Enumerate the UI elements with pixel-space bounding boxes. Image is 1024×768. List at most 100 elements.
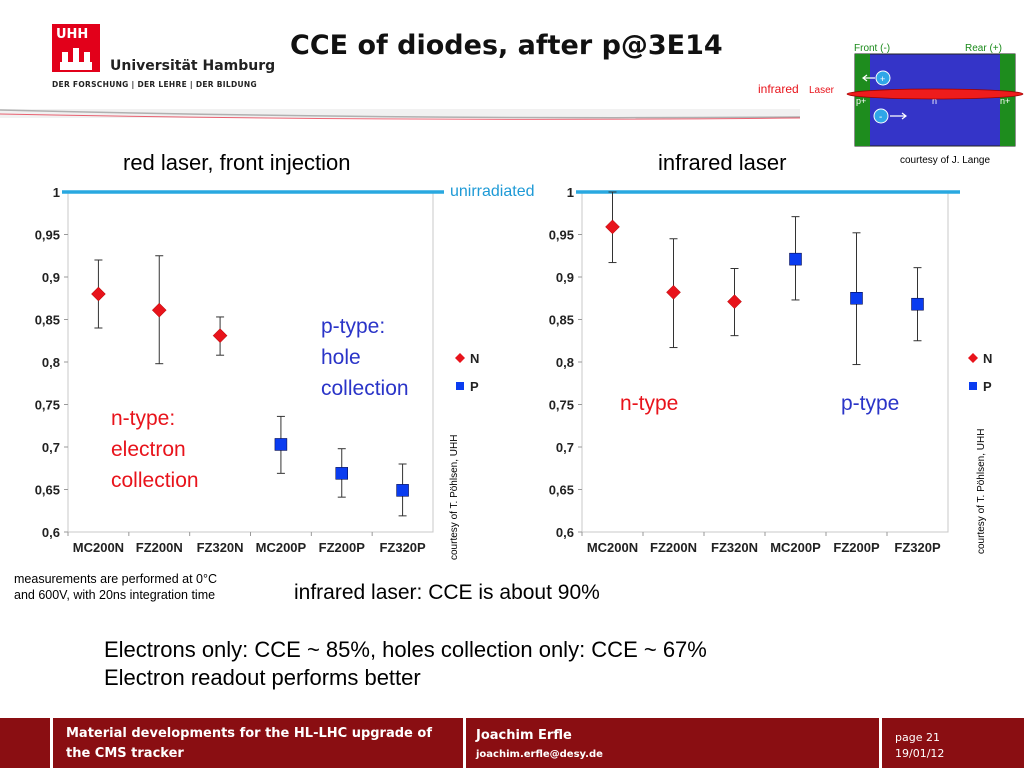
y-tick-label: 0,8 <box>42 355 60 370</box>
plot-area <box>581 191 949 533</box>
data-point-P <box>335 467 348 480</box>
x-tick-label: MC200P <box>770 540 821 555</box>
electron-sign: - <box>879 112 882 123</box>
electron-icon <box>873 108 889 124</box>
y-tick-label: 0,7 <box>42 440 60 455</box>
y-tick-label: 0,9 <box>42 270 60 285</box>
y-tick-label: 0,65 <box>549 483 574 498</box>
x-tick-label: MC200N <box>73 540 124 555</box>
laser-beam <box>846 88 1024 100</box>
university-tagline: DER FORSCHUNG | DER LEHRE | DER BILDUNG <box>52 80 257 89</box>
university-name: Universität Hamburg <box>110 58 276 74</box>
front-label: Front (-) <box>854 43 890 54</box>
infrared-cce-note: infrared laser: CCE is about 90% <box>294 581 600 604</box>
x-tick-label: FZ320N <box>711 540 758 555</box>
footer-page-label: page <box>895 731 923 744</box>
measurement-note: measurements are performed at 0°C and 60… <box>14 571 217 603</box>
unirradiated-label: unirradiated <box>450 183 535 200</box>
chart-infrared-laser: 0,6 0,65 0,7 0,75 0,8 0,85 0,9 0,95 1 MC200N FZ200… <box>549 185 993 555</box>
y-tick-label: 0,8 <box>556 355 574 370</box>
data-point-N <box>605 219 620 235</box>
header-divider <box>0 109 800 120</box>
y-tick-label: 0,95 <box>35 228 60 243</box>
legend-marker-N <box>968 353 978 363</box>
footer-talk-line1: Material developments for the HL-LHC upg… <box>66 726 432 741</box>
data-point-N <box>212 328 228 344</box>
legend-label-N: N <box>983 351 992 366</box>
hole-icon <box>875 70 891 86</box>
y-tick-label: 1 <box>567 185 574 200</box>
data-point-P <box>274 438 288 451</box>
x-tick-label: FZ320N <box>197 540 244 555</box>
x-tick-label: FZ200N <box>650 540 697 555</box>
y-tick-label: 0,9 <box>556 270 574 285</box>
y-tick-label: 0,65 <box>35 483 60 498</box>
data-point-N <box>91 286 106 302</box>
data-point-P <box>911 297 924 311</box>
logo-mark-text: UHH <box>56 27 89 42</box>
legend-label-P: P <box>470 379 479 394</box>
legend-label-N: N <box>470 351 479 366</box>
footer-page-number: 21 <box>925 731 940 744</box>
uhh-logo-mark: UHH <box>52 24 100 72</box>
y-tick-label: 0,95 <box>549 228 574 243</box>
footer-page: page 21 <box>895 731 940 744</box>
x-tick-label: FZ320P <box>379 540 426 555</box>
data-point-N <box>151 302 167 318</box>
n-label: n <box>932 96 937 106</box>
y-tick-label: 0,7 <box>556 440 574 455</box>
legend-marker-P <box>456 382 464 390</box>
chart2-courtesy: courtesy of T. Pöhlsen, UHH <box>976 428 987 554</box>
y-tick-label: 1 <box>53 185 60 200</box>
y-tick-label: 0,6 <box>42 525 60 540</box>
data-point-N <box>727 294 742 310</box>
diode-diagram: Front (-) Rear (+) p+ n n+ + - infrared … <box>758 43 1024 166</box>
hole-arrow-icon <box>862 74 875 82</box>
chart2-title: infrared laser <box>658 150 787 175</box>
rear-label: Rear (+) <box>965 43 1002 54</box>
y-tick-label: 0,75 <box>35 398 60 413</box>
legend-marker-P <box>969 382 977 390</box>
diode-bulk <box>854 53 1016 147</box>
n-plus-layer <box>1000 54 1015 146</box>
footer-bar: Material developments for the HL-LHC upg… <box>0 718 1024 768</box>
chart1-annotation-n-type: n-type: electron collection <box>111 407 199 492</box>
summary-line2: Electron readout performs better <box>104 665 421 690</box>
y-tick-label: 0,75 <box>549 398 574 413</box>
measurement-note-line1: measurements are performed at 0°C <box>14 572 218 586</box>
y-tick-label: 0,6 <box>556 525 574 540</box>
data-point-P <box>789 252 802 266</box>
infrared-label: infrared <box>758 82 799 96</box>
x-tick-label: MC200P <box>256 540 307 555</box>
n-plus-label: n+ <box>1000 96 1010 106</box>
p-plus-layer <box>855 54 870 146</box>
x-tick-label: MC200N <box>587 540 638 555</box>
chart-red-laser: 0,6 0,65 0,7 0,75 0,8 0,85 0,9 0,95 1 MC200N FZ200… <box>35 185 480 555</box>
chart1-title: red laser, front injection <box>123 150 351 175</box>
electron-arrow-icon <box>890 112 907 120</box>
footer-author: Joachim Erfle <box>476 728 572 743</box>
x-tick-label: FZ200N <box>136 540 183 555</box>
data-point-P <box>850 292 863 305</box>
x-tick-label: FZ200P <box>319 540 366 555</box>
footer-date: 19/01/12 <box>895 747 945 760</box>
p-plus-label: p+ <box>856 96 866 106</box>
data-point-N <box>666 284 681 300</box>
data-point-P <box>396 484 409 497</box>
x-tick-label: FZ320P <box>894 540 941 555</box>
chart2-annotation-p-type: p-type <box>841 392 900 415</box>
x-tick-label: FZ200P <box>833 540 880 555</box>
y-tick-label: 0,85 <box>35 313 60 328</box>
y-tick-label: 0,85 <box>549 313 574 328</box>
castle-icon <box>60 48 92 70</box>
chart1-courtesy: courtesy of T. Pöhlsen, UHH <box>449 434 460 560</box>
hole-sign: + <box>880 74 885 84</box>
legend-label-P: P <box>983 379 992 394</box>
laser-label: Laser <box>809 85 835 96</box>
summary-line1: Electrons only: CCE ~ 85%, holes collect… <box>104 637 707 662</box>
chart1-annotation-p-type: p-type: hole collection <box>321 315 409 400</box>
summary-notes: Electrons only: CCE ~ 85%, holes collect… <box>104 636 707 692</box>
slide-title: CCE of diodes, after p@3E14 <box>290 30 723 61</box>
university-logo: UHH Universität Hamburg DER FORSCHUNG | … <box>52 24 275 94</box>
chart2-annotation-n-type: n-type <box>620 392 679 415</box>
